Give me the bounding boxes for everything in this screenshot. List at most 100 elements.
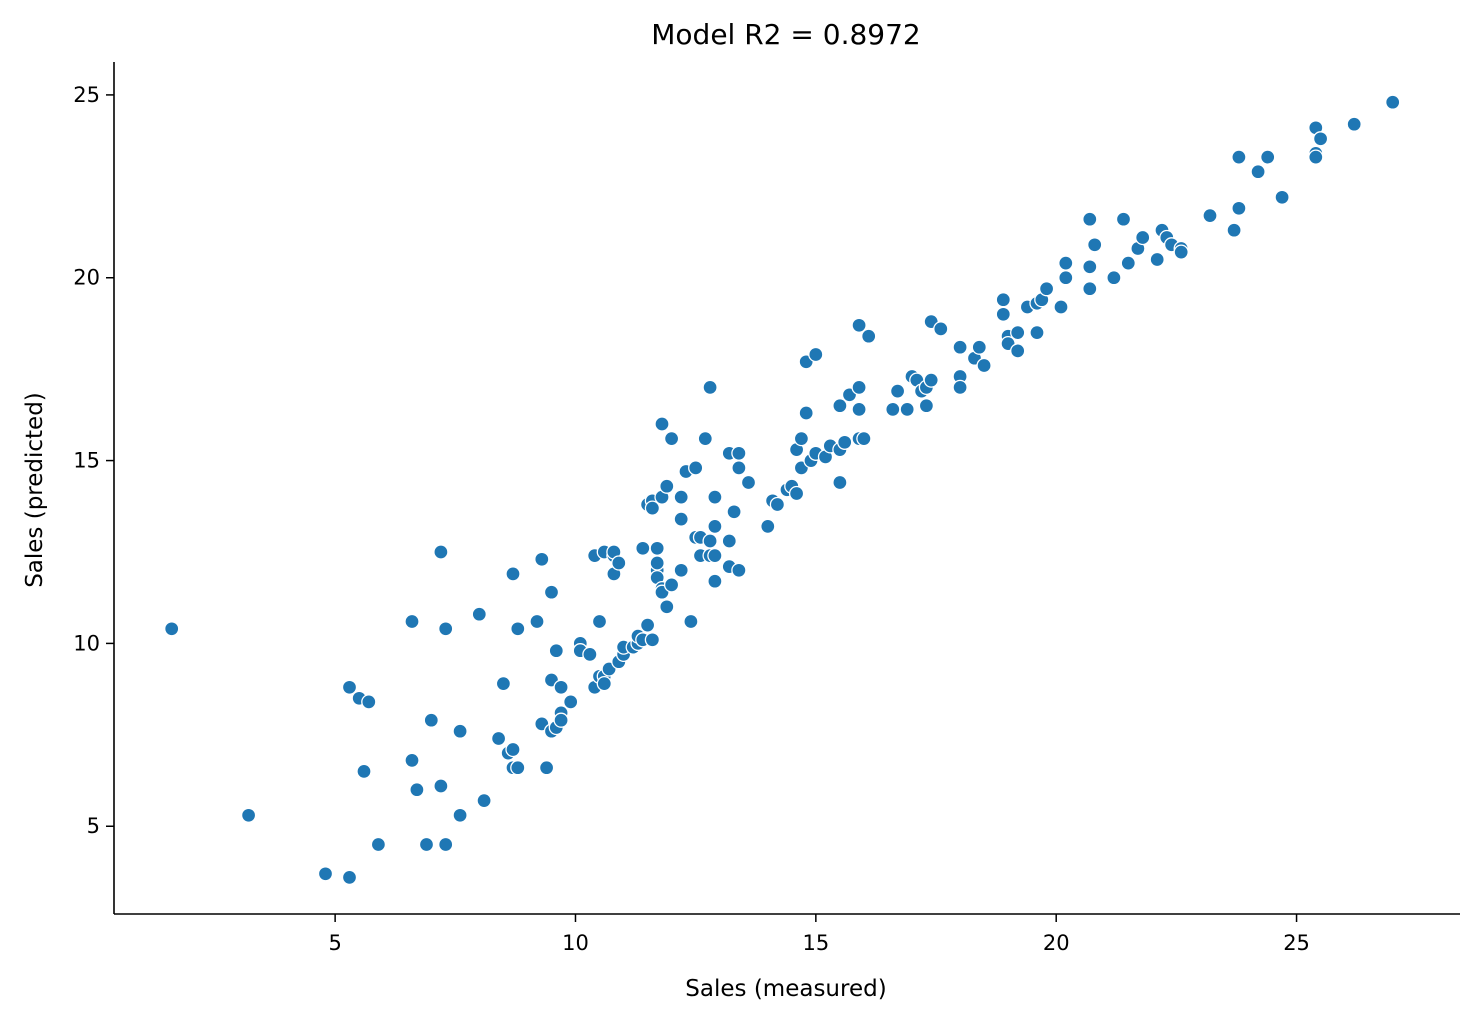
data-point-97 [707, 518, 723, 535]
data-point-79 [659, 478, 675, 494]
data-point-17 [438, 836, 454, 853]
data-point-185 [1250, 164, 1266, 180]
data-point-150 [971, 339, 987, 355]
data-point-192 [1346, 116, 1362, 132]
data-point-129 [851, 317, 867, 333]
data-point-130 [851, 379, 867, 396]
data-point-52 [596, 675, 612, 692]
data-point-33 [538, 760, 555, 776]
data-point-85 [673, 562, 689, 578]
data-point-127 [837, 434, 853, 450]
data-point-8 [370, 836, 387, 853]
data-point-29 [510, 760, 526, 776]
data-point-183 [1231, 149, 1247, 165]
y-axis-ticks: 5 10 15 20 25 [73, 83, 114, 838]
data-point-93 [702, 379, 718, 396]
data-point-136 [889, 383, 906, 399]
data-point-110 [769, 496, 786, 513]
data-point-108 [760, 518, 776, 535]
data-point-171 [1115, 211, 1132, 227]
data-point-18 [452, 723, 468, 739]
data-point-166 [1082, 211, 1098, 227]
data-point-107 [740, 474, 757, 491]
data-point-99 [707, 573, 723, 589]
data-point-70 [644, 632, 661, 648]
data-point-94 [702, 533, 718, 549]
chart-title: Model R2 = 0.8972 [651, 18, 920, 51]
y-tick-label: 10 [73, 631, 100, 655]
data-point-75 [654, 416, 670, 432]
data-point-34 [543, 584, 560, 600]
data-point-82 [663, 577, 680, 593]
data-point-42 [563, 694, 579, 710]
data-point-104 [731, 445, 747, 461]
data-point-92 [697, 430, 713, 447]
data-point-3 [341, 869, 358, 886]
data-point-101 [721, 533, 737, 549]
data-points [164, 94, 1401, 886]
data-point-170 [1106, 270, 1122, 286]
data-point-172 [1120, 255, 1136, 271]
data-point-184 [1231, 200, 1247, 216]
data-point-163 [1053, 299, 1069, 315]
data-point-142 [918, 398, 935, 414]
data-point-21 [476, 792, 492, 809]
data-point-96 [707, 489, 723, 505]
data-point-160 [1029, 324, 1045, 341]
data-point-133 [856, 430, 872, 447]
data-point-164 [1058, 255, 1074, 271]
data-point-74 [649, 555, 665, 571]
data-point-45 [582, 646, 598, 663]
data-point-115 [793, 430, 810, 447]
data-point-31 [534, 551, 550, 567]
data-point-113 [788, 485, 805, 502]
data-point-106 [731, 562, 747, 578]
data-point-162 [1038, 281, 1055, 297]
data-point-137 [899, 401, 915, 418]
x-tick-label: 25 [1283, 931, 1310, 955]
data-point-80 [659, 599, 675, 615]
data-point-84 [673, 511, 689, 527]
data-point-169 [1087, 237, 1103, 253]
data-point-193 [1385, 94, 1401, 110]
data-point-39 [553, 679, 569, 695]
x-axis-label: Sales (measured) [685, 976, 886, 1002]
data-point-190 [1308, 149, 1324, 165]
data-point-11 [409, 782, 425, 798]
data-point-26 [505, 741, 521, 758]
data-point-67 [639, 617, 656, 633]
data-point-145 [933, 321, 949, 337]
data-point-69 [644, 500, 661, 516]
data-point-30 [529, 613, 545, 630]
data-point-1 [240, 807, 257, 823]
data-point-10 [404, 752, 420, 769]
data-point-71 [649, 540, 665, 556]
data-point-13 [423, 712, 439, 728]
data-point-191 [1312, 131, 1329, 147]
data-point-148 [952, 379, 968, 396]
y-tick-label: 5 [87, 814, 100, 838]
data-point-156 [1010, 324, 1026, 341]
data-point-37 [548, 643, 564, 659]
data-point-28 [510, 621, 526, 637]
data-point-12 [418, 836, 435, 853]
data-point-175 [1149, 251, 1165, 268]
data-point-186 [1260, 149, 1276, 165]
y-axis-label: Sales (predicted) [22, 392, 48, 588]
data-point-22 [490, 730, 507, 747]
data-point-4 [341, 679, 358, 695]
data-point-135 [885, 401, 901, 418]
data-point-2 [317, 866, 334, 882]
data-point-88 [688, 460, 704, 476]
data-point-7 [361, 694, 377, 710]
data-point-174 [1135, 229, 1151, 246]
data-point-144 [923, 372, 939, 388]
x-tick-label: 10 [562, 931, 589, 955]
data-point-120 [808, 346, 824, 363]
x-axis-ticks: 5 10 15 20 25 [328, 914, 1310, 955]
x-tick-label: 15 [802, 931, 829, 955]
data-point-6 [356, 763, 372, 780]
data-point-16 [438, 621, 454, 637]
y-tick-label: 25 [73, 83, 100, 107]
